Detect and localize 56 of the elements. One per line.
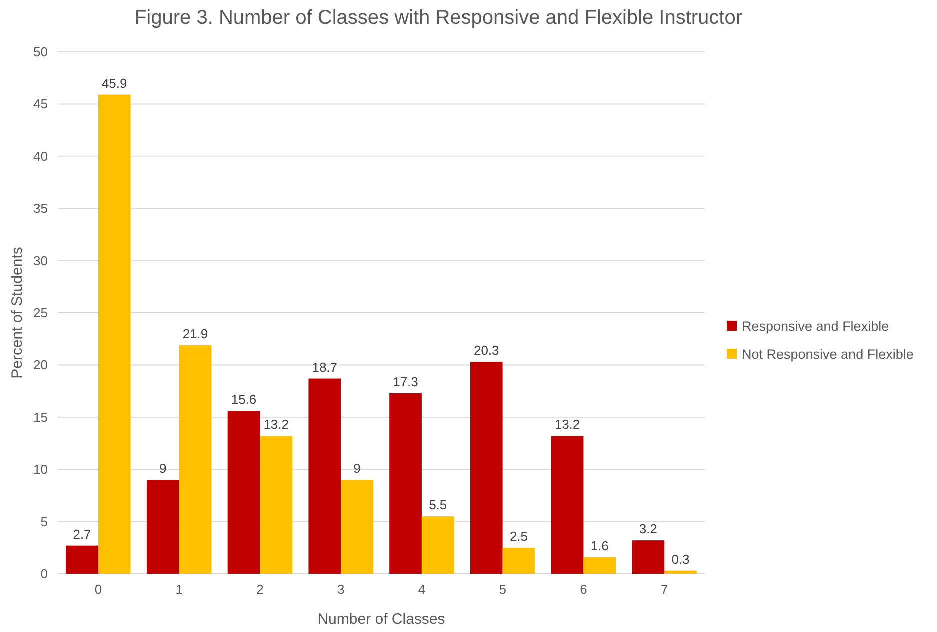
bar bbox=[470, 362, 503, 574]
y-axis-title: Percent of Students bbox=[9, 247, 26, 379]
x-tick-label: 6 bbox=[580, 582, 588, 597]
y-tick-label: 15 bbox=[34, 410, 48, 425]
x-tick-label: 4 bbox=[418, 582, 426, 597]
y-tick-label: 0 bbox=[40, 566, 48, 582]
x-axis-title: Number of Classes bbox=[318, 611, 446, 628]
bar bbox=[502, 548, 536, 574]
data-label: 3.2 bbox=[639, 522, 658, 537]
data-label: 13.2 bbox=[554, 417, 580, 432]
bar bbox=[390, 393, 422, 574]
bar bbox=[146, 480, 180, 574]
data-label: 15.6 bbox=[231, 392, 257, 408]
bar bbox=[664, 570, 697, 574]
bar bbox=[179, 345, 212, 574]
data-label: 18.7 bbox=[312, 360, 338, 375]
data-label: 1.6 bbox=[590, 538, 609, 554]
data-label: 0.3 bbox=[672, 552, 690, 567]
bar bbox=[632, 540, 665, 574]
x-tick-label: 5 bbox=[499, 582, 506, 597]
bar bbox=[584, 557, 616, 574]
y-tick-label: 45 bbox=[34, 96, 48, 112]
bar bbox=[260, 436, 293, 574]
y-tick-label: 20 bbox=[34, 358, 48, 373]
bar bbox=[228, 411, 260, 574]
y-tick-label: 50 bbox=[34, 44, 48, 60]
legend-label: Not Responsive and Flexible bbox=[742, 347, 914, 362]
data-label: 9 bbox=[160, 461, 167, 476]
data-label: 45.9 bbox=[102, 76, 128, 91]
data-label: 9 bbox=[354, 461, 361, 476]
data-label: 2.5 bbox=[510, 528, 528, 544]
legend-label: Responsive and Flexible bbox=[742, 319, 890, 334]
bar bbox=[308, 378, 342, 574]
x-tick-label: 1 bbox=[176, 582, 183, 597]
data-label: 5.5 bbox=[429, 498, 448, 513]
y-tick-label: 35 bbox=[34, 201, 48, 216]
x-tick-label: 7 bbox=[660, 582, 668, 597]
y-tick-label: 40 bbox=[34, 148, 48, 164]
data-label: 13.2 bbox=[264, 417, 290, 432]
data-label: 20.3 bbox=[474, 343, 500, 358]
bar bbox=[66, 546, 98, 574]
data-label: 2.7 bbox=[73, 526, 92, 542]
bar bbox=[341, 480, 374, 574]
data-label: 21.9 bbox=[182, 326, 208, 342]
x-tick-label: 2 bbox=[256, 582, 264, 597]
y-tick-label: 30 bbox=[34, 253, 48, 268]
bar bbox=[422, 516, 454, 574]
x-tick-label: 0 bbox=[94, 582, 102, 597]
bar bbox=[551, 436, 584, 574]
y-tick-label: 10 bbox=[34, 462, 48, 478]
bar bbox=[98, 94, 131, 574]
chart-title: Figure 3. Number of Classes with Responsive and Flexible Instructor bbox=[134, 7, 743, 29]
data-label: 17.3 bbox=[393, 374, 418, 390]
x-tick-label: 3 bbox=[337, 582, 345, 597]
y-tick-label: 5 bbox=[40, 514, 48, 530]
y-tick-label: 25 bbox=[34, 306, 48, 320]
